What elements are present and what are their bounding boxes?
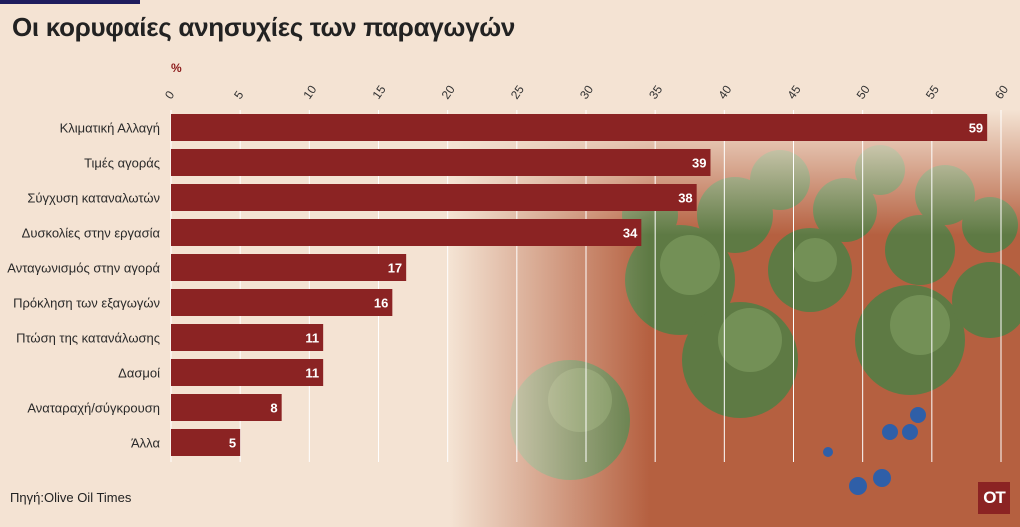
x-tick-label: 45 [784, 82, 803, 101]
bar [171, 394, 282, 421]
bar [171, 359, 324, 386]
x-tick-label: 40 [715, 82, 734, 101]
category-label: Πτώση της κατανάλωσης [16, 331, 160, 346]
x-tick-label: 0 [162, 88, 177, 102]
value-label: 34 [623, 226, 638, 241]
category-label: Σύγχυση καταναλωτών [27, 191, 160, 206]
category-label: Δασμοί [118, 366, 160, 381]
x-tick-label: 25 [508, 82, 527, 101]
x-tick-label: 55 [923, 82, 942, 101]
category-label: Δυσκολίες στην εργασία [22, 226, 161, 241]
category-label: Τιμές αγοράς [84, 156, 160, 171]
bar [171, 149, 711, 176]
value-label: 59 [969, 121, 983, 136]
bar [171, 184, 697, 211]
olive-harvest-photo [450, 110, 1020, 527]
category-label: Ανταγωνισμός στην αγορά [7, 261, 160, 276]
chart-title: Οι κορυφαίες ανησυχίες των παραγωγών [12, 12, 516, 42]
category-label: Άλλα [131, 436, 160, 451]
x-tick-label: 10 [300, 82, 319, 101]
title-accent-bar [0, 0, 140, 4]
x-tick-label: 35 [646, 82, 665, 101]
bar [171, 289, 393, 316]
unit-label: % [171, 61, 182, 75]
value-label: 11 [305, 331, 319, 346]
x-tick-label: 5 [231, 88, 246, 102]
bar [171, 114, 988, 141]
brand-logo: OT [978, 482, 1010, 514]
x-axis-ticks: 0 5 10 15 20 25 30 35 40 45 50 55 60 [162, 82, 1011, 101]
value-label: 17 [388, 261, 402, 276]
x-tick-label: 20 [439, 82, 458, 101]
bar [171, 324, 324, 351]
x-tick-label: 30 [577, 82, 596, 101]
value-label: 38 [678, 191, 692, 206]
bars: Κλιματική Αλλαγή 59 Τιμές αγοράς 39 Σύγχυση … [7, 114, 988, 456]
x-tick-label: 15 [369, 82, 388, 101]
bar [171, 254, 407, 281]
category-label: Κλιματική Αλλαγή [60, 121, 160, 136]
x-tick-label: 60 [992, 82, 1011, 101]
category-label: Αναταραχή/σύγκρουση [27, 401, 160, 416]
x-tick-label: 50 [854, 82, 873, 101]
bar [171, 219, 642, 246]
value-label: 16 [374, 296, 388, 311]
value-label: 11 [305, 366, 319, 381]
category-label: Πρόκληση των εξαγωγών [13, 296, 160, 311]
source-note: Πηγή:Olive Oil Times [10, 490, 132, 505]
bar [171, 429, 241, 456]
value-label: 8 [270, 401, 277, 416]
value-label: 5 [229, 436, 236, 451]
value-label: 39 [692, 156, 706, 171]
